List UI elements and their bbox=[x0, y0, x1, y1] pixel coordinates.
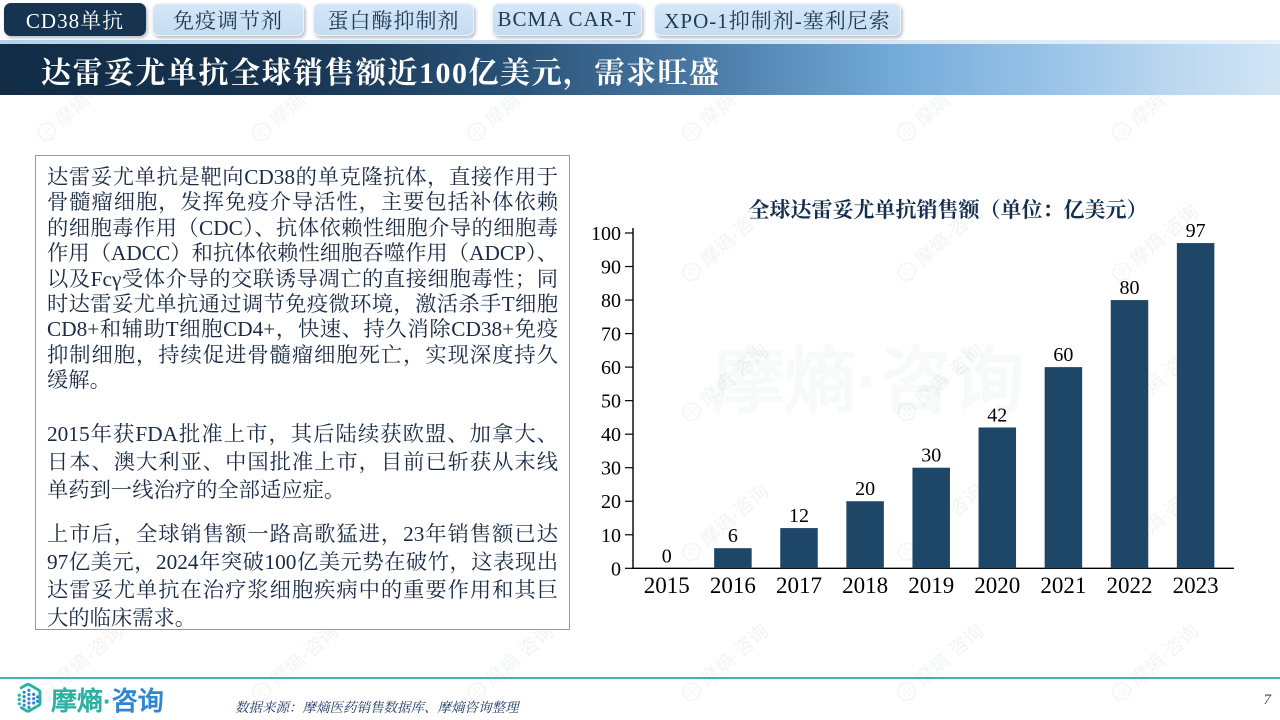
watermark-tile: 摩熵·咨询 bbox=[1104, 617, 1203, 708]
title-banner: 达雷妥尤单抗全球销售额近100亿美元，需求旺盛 bbox=[0, 40, 1280, 95]
tab-label: CD38单抗 bbox=[25, 8, 125, 33]
chart-title: 全球达雷妥尤单抗销售额（单位：亿美元） bbox=[749, 198, 1148, 222]
x-category-label: 2015 bbox=[644, 573, 690, 598]
page-title: 达雷妥尤单抗全球销售额近100亿美元，需求旺盛 bbox=[41, 56, 721, 90]
y-tick-label: 30 bbox=[601, 458, 621, 480]
tab-immunomodulator[interactable]: 免疫调节剂 bbox=[152, 3, 304, 36]
x-category-label: 2016 bbox=[710, 573, 756, 598]
tab-bcma-car-t[interactable]: BCMA CAR-T bbox=[492, 3, 642, 36]
x-category-label: 2019 bbox=[908, 573, 954, 598]
bar-value-label: 0 bbox=[662, 545, 672, 567]
tab-label: 蛋白酶抑制剂 bbox=[327, 8, 460, 33]
y-tick-label: 10 bbox=[601, 525, 621, 547]
y-tick-label: 40 bbox=[601, 424, 621, 446]
hexagon-outline bbox=[19, 682, 42, 713]
watermark-tile: 摩熵·咨询 bbox=[889, 617, 988, 708]
y-tick-label: 50 bbox=[601, 391, 621, 413]
bar-value-label: 12 bbox=[789, 505, 809, 527]
y-tick-label: 70 bbox=[601, 324, 621, 346]
bar-value-label: 80 bbox=[1120, 277, 1140, 299]
paragraph-approval: 2015年获FDA批准上市，其后陆续获欧盟、加拿大、日本、澳大利亚、中国批准上市… bbox=[47, 421, 558, 503]
logo-text: 摩熵·咨询 bbox=[51, 681, 164, 718]
company-logo: 摩熵·咨询 bbox=[11, 682, 164, 716]
x-category-label: 2017 bbox=[776, 573, 822, 598]
x-category-label: 2022 bbox=[1107, 573, 1153, 598]
x-category-label: 2021 bbox=[1040, 573, 1086, 598]
bar-2017 bbox=[780, 528, 818, 569]
y-tick-label: 100 bbox=[591, 223, 621, 245]
bar-value-label: 6 bbox=[728, 525, 738, 547]
tab-label: 免疫调节剂 bbox=[173, 8, 283, 33]
data-source-note: 数据来源：摩熵医药销售数据库、摩熵咨询整理 bbox=[235, 700, 519, 715]
x-category-label: 2023 bbox=[1173, 573, 1219, 598]
paragraph-sales: 上市后，全球销售额一路高歌猛进，23年销售额已达97亿美元，2024年突破100… bbox=[47, 521, 558, 631]
page-number: 7 bbox=[1263, 692, 1272, 708]
bar-value-label: 20 bbox=[855, 478, 875, 500]
bar-2023 bbox=[1176, 243, 1215, 569]
sales-bar-chart: 全球达雷妥尤单抗销售额（单位：亿美元）010203040506070809010… bbox=[591, 198, 1234, 598]
x-category-label: 2018 bbox=[842, 573, 888, 598]
tab-xpo1-inhibitor[interactable]: XPO-1抑制剂-塞利尼索 bbox=[654, 3, 901, 36]
logo-text-dot: · bbox=[103, 685, 112, 716]
footer-divider-line bbox=[0, 677, 1280, 679]
x-category-label: 2020 bbox=[974, 573, 1020, 598]
bar-2018 bbox=[846, 501, 884, 569]
banner-top-strip bbox=[0, 40, 1280, 44]
bar-value-label: 60 bbox=[1053, 344, 1073, 366]
bar-2021 bbox=[1044, 367, 1083, 569]
bar-value-label: 42 bbox=[987, 404, 1007, 426]
description-textbox: 达雷妥尤单抗是靶向CD38的单克隆抗体，直接作用于骨髓瘤细胞，发挥免疫介导活性，… bbox=[35, 155, 570, 630]
logo-dots-teal bbox=[17, 693, 21, 706]
tab-proteasome-inhibitor[interactable]: 蛋白酶抑制剂 bbox=[313, 3, 474, 36]
bar-2022 bbox=[1110, 300, 1149, 569]
tab-cd38-antibody[interactable]: CD38单抗 bbox=[4, 3, 146, 36]
paragraph-mechanism: 达雷妥尤单抗是靶向CD38的单克隆抗体，直接作用于骨髓瘤细胞，发挥免疫介导活性，… bbox=[47, 165, 558, 393]
bar-2019 bbox=[912, 467, 950, 569]
logo-text-secondary: 咨询 bbox=[111, 685, 164, 716]
y-tick-label: 20 bbox=[601, 491, 621, 513]
bar-value-label: 97 bbox=[1186, 220, 1206, 242]
y-tick-label: 60 bbox=[601, 357, 621, 379]
tab-label: BCMA CAR-T bbox=[497, 7, 637, 31]
y-tick-label: 0 bbox=[611, 558, 621, 580]
y-tick-label: 90 bbox=[601, 257, 621, 279]
bar-2016 bbox=[714, 548, 752, 569]
bar-2020 bbox=[978, 427, 1017, 569]
banner-main: 达雷妥尤单抗全球销售额近100亿美元，需求旺盛 bbox=[0, 44, 1280, 95]
logo-dots-blue bbox=[22, 688, 40, 709]
tab-label: XPO-1抑制剂-塞利尼索 bbox=[664, 8, 891, 33]
y-tick-label: 80 bbox=[601, 290, 621, 312]
bar-value-label: 30 bbox=[921, 445, 941, 467]
logo-hexagon-icon bbox=[17, 682, 42, 713]
logo-text-primary: 摩熵 bbox=[51, 685, 104, 716]
watermark-tile: 摩熵·咨询 bbox=[674, 617, 773, 708]
